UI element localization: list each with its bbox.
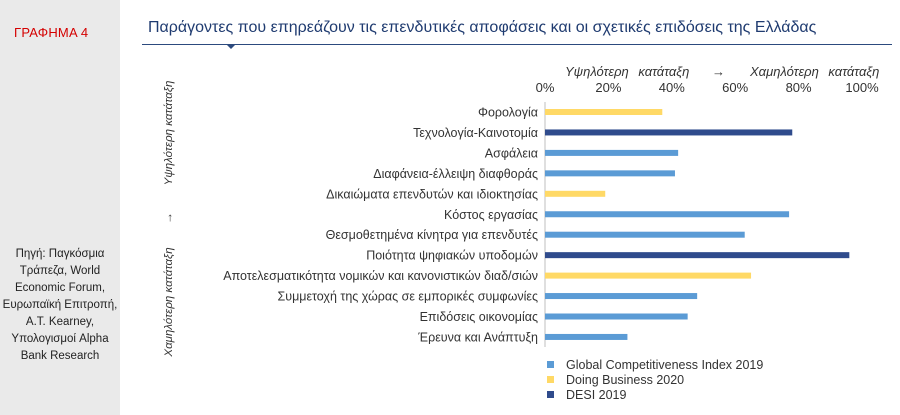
category-label: Κόστος εργασίας bbox=[444, 208, 538, 222]
category-label: Έρευνα και Ανάπτυξη bbox=[417, 330, 538, 344]
x-tick-label: 40% bbox=[659, 80, 685, 95]
chart-title: Παράγοντες που επηρεάζουν τις επενδυτικέ… bbox=[148, 19, 817, 36]
y-side-label-higher-rank: Υψηλότερη κατάταξη bbox=[163, 81, 175, 186]
category-label: Δικαιώματα επενδυτών και ιδιοκτησίας bbox=[326, 187, 538, 201]
x-tick-label: 100% bbox=[845, 80, 879, 95]
category-label: Φορολογία bbox=[478, 106, 538, 120]
x-tick-label: 80% bbox=[786, 80, 812, 95]
title-divider-notch bbox=[227, 45, 235, 49]
bar bbox=[545, 313, 688, 320]
bar bbox=[545, 190, 606, 197]
category-label: Ποιότητα ψηφιακών υποδομών bbox=[366, 249, 538, 263]
bar bbox=[545, 129, 793, 136]
bar bbox=[545, 211, 790, 218]
category-label: Ασφάλεια bbox=[485, 146, 538, 160]
category-label: Αποτελεσματικότητα νομικών και κανονιστι… bbox=[223, 269, 538, 283]
category-label: Θεσμοθετημένα κίνητρα για επενδυτές bbox=[326, 228, 538, 242]
legend-label: DESI 2019 bbox=[566, 388, 627, 402]
category-label: Επιδόσεις οικονομίας bbox=[420, 310, 538, 324]
bar bbox=[545, 149, 679, 156]
title-divider bbox=[142, 44, 892, 45]
bar bbox=[545, 252, 850, 259]
legend-swatch bbox=[547, 391, 554, 398]
x-tick-label: 20% bbox=[595, 80, 621, 95]
legend-swatch bbox=[547, 361, 554, 368]
axis-header-arrow: → bbox=[712, 64, 725, 79]
axis-header-higher-rank: Υψηλότερη κατάταξη bbox=[565, 64, 689, 79]
bar bbox=[545, 231, 745, 238]
legend-label: Global Competitiveness Index 2019 bbox=[566, 358, 763, 372]
bar bbox=[545, 333, 628, 340]
x-tick-label: 60% bbox=[722, 80, 748, 95]
y-side-label-lower-rank: Χαμηλότερη κατάταξη bbox=[163, 247, 175, 357]
bar bbox=[545, 170, 675, 177]
axis-header-lower-rank: Χαμηλότερη κατάταξη bbox=[749, 64, 879, 79]
bar bbox=[545, 272, 752, 279]
bar bbox=[545, 293, 698, 300]
source-note: Πηγή: Παγκόσμια Τράπεζα, World Economic … bbox=[2, 248, 118, 362]
legend-swatch bbox=[547, 376, 554, 383]
sidebar-panel: ΓΡΑΦΗΜΑ 4 Πηγή: Παγκόσμια Τράπεζα, World… bbox=[0, 0, 120, 415]
x-tick-label: 0% bbox=[536, 80, 555, 95]
figure-label: ΓΡΑΦΗΜΑ 4 bbox=[14, 25, 89, 40]
category-label: Τεχνολογία-Καινοτομία bbox=[413, 126, 538, 140]
category-label: Διαφάνεια-έλλειψη διαφθοράς bbox=[373, 167, 538, 181]
y-side-label-arrow: → bbox=[161, 212, 175, 224]
category-label: Συμμετοχή της χώρας σε εμπορικές συμφωνί… bbox=[278, 290, 539, 304]
legend-label: Doing Business 2020 bbox=[566, 373, 684, 387]
bar bbox=[545, 109, 663, 115]
